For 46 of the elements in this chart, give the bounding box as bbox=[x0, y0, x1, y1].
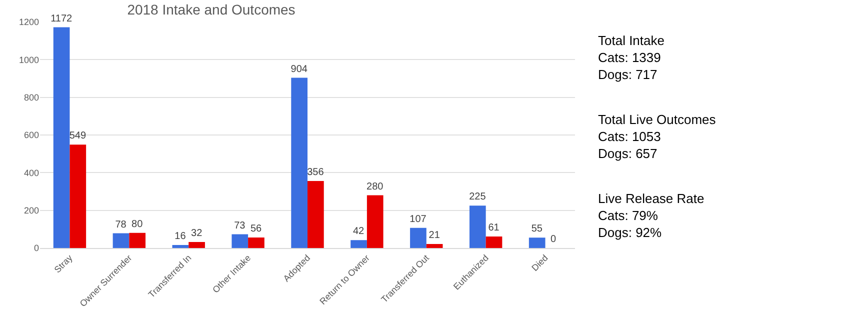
text: Total Live Outcomes Cats: 1053 Dogs: 657 bbox=[598, 112, 716, 161]
data-label: 549 bbox=[69, 130, 86, 142]
chart-title: 2018 Intake and Outcomes bbox=[127, 2, 296, 18]
bar bbox=[291, 78, 308, 248]
y-tick-label: 600 bbox=[24, 130, 39, 140]
bar bbox=[53, 27, 70, 248]
bar bbox=[172, 244, 189, 248]
data-label: 904 bbox=[290, 64, 308, 75]
y-tick-label: 1000 bbox=[18, 54, 39, 65]
data-label: 32 bbox=[191, 228, 203, 239]
bar bbox=[469, 206, 486, 248]
data-label: 16 bbox=[174, 230, 186, 242]
y-tick-label: 200 bbox=[24, 205, 39, 216]
bar bbox=[232, 234, 248, 248]
text: Total Intake Cats: 1339 Dogs: 717 bbox=[598, 33, 664, 82]
data-label: 73 bbox=[234, 220, 246, 232]
bar bbox=[129, 232, 146, 248]
bar bbox=[350, 240, 367, 248]
data-label: 1172 bbox=[50, 13, 73, 24]
y-tick-label: 400 bbox=[24, 168, 39, 178]
data-label: 280 bbox=[366, 181, 384, 192]
data-label: 61 bbox=[488, 222, 500, 234]
bar bbox=[248, 237, 264, 248]
bar bbox=[112, 233, 130, 248]
text: Live Release Rate Cats: 79% Dogs: 92% bbox=[598, 191, 704, 240]
data-label: 21 bbox=[428, 230, 440, 242]
bar bbox=[528, 238, 546, 248]
data-label: 42 bbox=[352, 226, 365, 238]
y-tick-label: 800 bbox=[24, 92, 39, 102]
data-label: 356 bbox=[307, 166, 324, 178]
data-label: 80 bbox=[132, 218, 144, 230]
y-tick-label: 0 bbox=[34, 243, 39, 254]
y-tick-label: 1200 bbox=[18, 17, 39, 28]
bar bbox=[410, 228, 426, 248]
data-label: 225 bbox=[469, 192, 486, 203]
bar bbox=[486, 236, 502, 248]
bar bbox=[426, 244, 443, 248]
data-label: 55 bbox=[531, 224, 543, 235]
bar bbox=[188, 242, 205, 248]
data-label: 56 bbox=[250, 223, 262, 234]
bar bbox=[366, 195, 384, 248]
data-label: 0 bbox=[550, 234, 556, 245]
bar bbox=[308, 180, 324, 248]
data-label: 78 bbox=[115, 219, 127, 230]
data-label: 107 bbox=[410, 214, 427, 225]
bar bbox=[70, 144, 86, 248]
